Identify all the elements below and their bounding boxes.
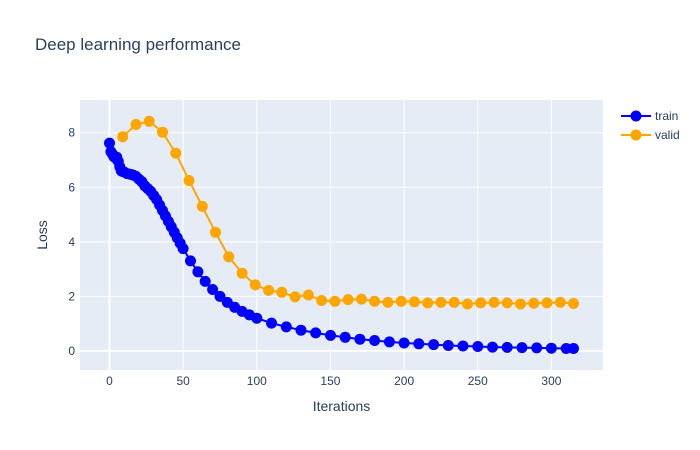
- data-point-train: [369, 335, 381, 346]
- data-point-valid: [249, 279, 261, 291]
- data-point-valid: [170, 147, 182, 159]
- y-axis-title: Loss: [34, 220, 50, 250]
- data-point-valid: [263, 284, 275, 296]
- data-point-train: [428, 339, 440, 351]
- y-axis-ticks: 0 2 4 6 8: [68, 126, 75, 358]
- data-point-valid: [342, 294, 354, 306]
- data-point-valid: [210, 226, 221, 238]
- data-point-train: [104, 137, 115, 149]
- data-point-train: [413, 338, 425, 350]
- data-point-train: [516, 342, 528, 354]
- data-point-valid: [289, 291, 301, 303]
- data-point-valid: [157, 126, 168, 138]
- legend-item-valid[interactable]: valid: [621, 128, 680, 142]
- y-tick-label: 0: [68, 344, 75, 358]
- y-tick-label: 6: [68, 180, 75, 194]
- data-point-train: [266, 317, 277, 329]
- data-point-valid: [316, 295, 328, 306]
- data-point-valid: [382, 296, 394, 308]
- series-layer: [104, 115, 579, 354]
- data-point-valid: [369, 295, 381, 307]
- data-point-train: [310, 327, 322, 339]
- data-point-train: [177, 243, 189, 255]
- x-tick-label: 100: [247, 374, 267, 388]
- data-point-train: [214, 290, 226, 302]
- data-point-train: [383, 336, 395, 348]
- data-point-train: [192, 266, 204, 278]
- data-point-valid: [143, 115, 155, 127]
- plot-area: [80, 100, 603, 370]
- legend-item-train[interactable]: train: [621, 109, 678, 123]
- data-point-valid: [541, 297, 553, 309]
- data-point-train: [442, 340, 454, 351]
- data-point-train: [545, 342, 557, 354]
- data-point-valid: [130, 119, 142, 130]
- data-point-train: [199, 275, 211, 287]
- data-point-valid: [422, 297, 434, 309]
- data-point-valid: [408, 296, 420, 308]
- data-point-valid: [554, 296, 566, 308]
- data-point-valid: [515, 298, 526, 310]
- legend-label: train: [655, 109, 678, 123]
- data-point-valid: [488, 296, 500, 308]
- data-point-valid: [462, 298, 473, 310]
- data-point-train: [251, 312, 263, 324]
- legend-swatch-marker: [630, 129, 642, 141]
- legend-label: valid: [655, 128, 680, 142]
- data-point-valid: [223, 251, 235, 263]
- chart-title: Deep learning performance: [35, 35, 241, 54]
- data-point-train: [501, 341, 513, 353]
- data-point-valid: [501, 297, 513, 309]
- data-point-train: [487, 341, 498, 353]
- data-point-train: [472, 341, 484, 352]
- data-point-valid: [395, 295, 407, 307]
- data-point-train: [325, 329, 336, 341]
- data-point-train: [207, 284, 219, 295]
- series-train: [104, 137, 579, 354]
- data-point-valid: [183, 175, 195, 186]
- data-point-valid: [568, 298, 579, 309]
- x-axis-title: Iterations: [313, 398, 371, 414]
- data-point-train: [280, 321, 292, 333]
- data-point-valid: [276, 286, 288, 298]
- y-tick-label: 4: [68, 235, 75, 249]
- x-tick-label: 250: [468, 374, 488, 388]
- y-tick-label: 2: [68, 289, 75, 303]
- series-valid: [117, 115, 579, 310]
- data-point-valid: [196, 200, 208, 212]
- legend-swatch-marker: [630, 110, 642, 122]
- data-point-valid: [528, 297, 540, 309]
- data-point-valid: [329, 295, 341, 307]
- data-point-valid: [302, 289, 314, 301]
- y-tick-label: 8: [68, 126, 75, 140]
- x-tick-label: 200: [394, 374, 414, 388]
- data-point-train: [354, 333, 366, 345]
- data-point-train: [185, 255, 196, 267]
- x-tick-label: 150: [320, 374, 340, 388]
- data-point-train: [457, 340, 469, 352]
- legend[interactable]: train valid: [621, 109, 680, 142]
- data-point-train: [568, 343, 579, 354]
- x-tick-label: 50: [176, 374, 190, 388]
- data-point-valid: [435, 296, 447, 308]
- data-point-valid: [355, 293, 367, 305]
- data-point-valid: [236, 267, 248, 279]
- x-tick-label: 300: [541, 374, 561, 388]
- data-point-train: [398, 337, 410, 349]
- data-point-valid: [448, 296, 460, 308]
- data-point-train: [339, 331, 351, 343]
- data-point-valid: [117, 131, 129, 143]
- data-point-train: [531, 342, 543, 354]
- data-point-valid: [475, 297, 487, 309]
- x-axis-ticks: 0 50 100 150 200 250 300: [106, 374, 562, 388]
- data-point-train: [295, 324, 307, 336]
- x-tick-label: 0: [106, 374, 113, 388]
